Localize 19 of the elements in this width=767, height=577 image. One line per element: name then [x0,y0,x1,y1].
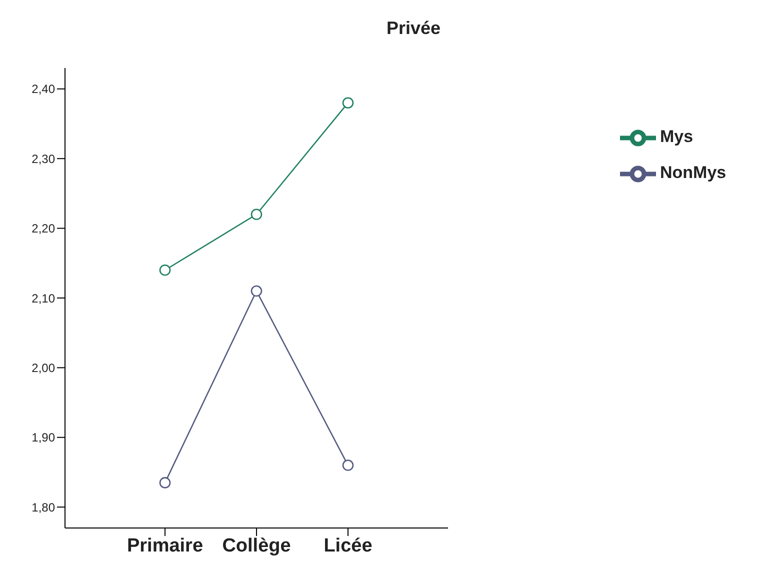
x-tick-label: Collège [222,535,291,556]
y-tick-label: 2,20 [32,222,56,236]
y-tick-label: 2,00 [32,360,56,375]
y-tick-label: 2,10 [32,291,56,306]
y-tick-label: 2,40 [32,82,56,96]
legend-label: NonMys [660,163,726,182]
point [250,208,262,220]
point [342,460,354,471]
x-tick-label: Primaire [126,535,204,556]
x-tick-label: Licée [324,535,372,556]
chart-title: Privée [385,17,442,40]
legend-label: Mys [660,127,694,146]
y-tick-label: 1,90 [32,430,56,445]
y-tick-label: 1,80 [32,500,56,514]
y-tick-label: 2,30 [32,152,56,166]
point [342,97,354,108]
point [159,264,171,276]
point [250,285,262,297]
point [159,477,171,488]
